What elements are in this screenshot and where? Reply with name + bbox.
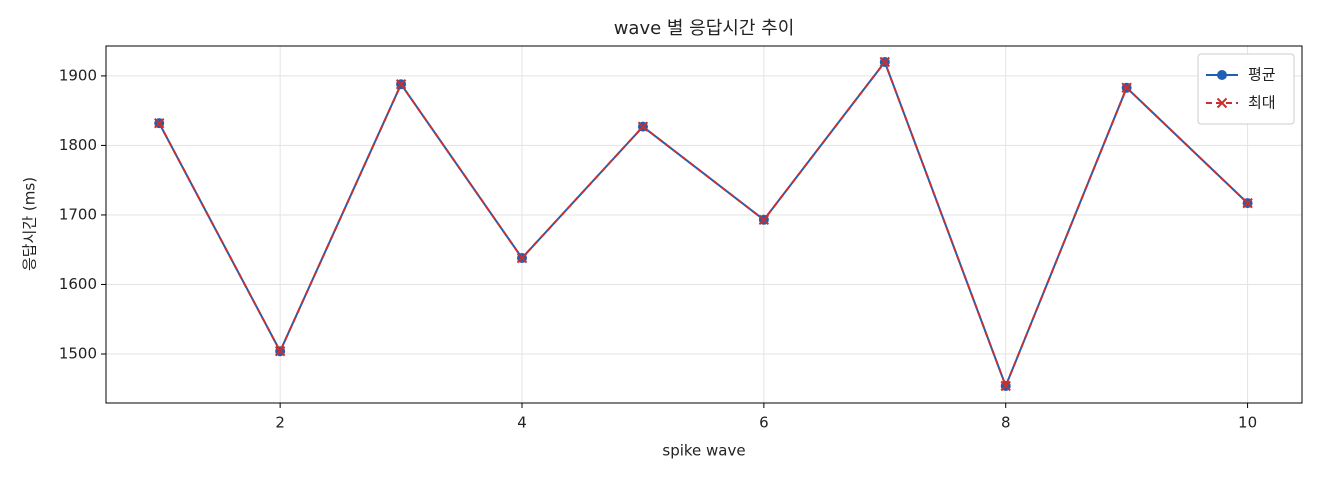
point bbox=[1242, 197, 1253, 209]
point bbox=[154, 117, 165, 129]
point bbox=[879, 56, 890, 68]
point bbox=[758, 214, 770, 226]
plot-frame bbox=[105, 45, 1303, 404]
point bbox=[637, 121, 649, 132]
point bbox=[1121, 82, 1132, 93]
y-tick-label: 1800 bbox=[59, 136, 97, 154]
point bbox=[395, 79, 407, 90]
point bbox=[1000, 380, 1011, 392]
x-axis-label: spike wave bbox=[662, 442, 745, 460]
y-axis-label: 응답시간 (ms) bbox=[21, 177, 39, 271]
series-line bbox=[158, 59, 1249, 389]
x-tick-label: 4 bbox=[517, 414, 527, 432]
y-tick-label: 1500 bbox=[59, 344, 97, 362]
y-tick-label: 1600 bbox=[59, 275, 97, 293]
legend-label: 평균 bbox=[1248, 66, 1276, 84]
series-line bbox=[158, 59, 1249, 389]
x-tick-label: 8 bbox=[1001, 414, 1011, 432]
point bbox=[274, 345, 286, 357]
x-tick-label: 10 bbox=[1238, 414, 1257, 432]
chart-title: wave 별 응답시간 추이 bbox=[614, 18, 795, 39]
legend-box bbox=[1197, 53, 1295, 125]
y-tick-label: 1700 bbox=[59, 205, 97, 223]
legend-marker bbox=[1216, 97, 1228, 109]
x-tick-label: 2 bbox=[275, 414, 285, 432]
legend-label: 최대 bbox=[1248, 94, 1276, 112]
legend-marker bbox=[1217, 70, 1227, 80]
point bbox=[516, 252, 528, 264]
y-tick-label: 1900 bbox=[59, 66, 97, 84]
x-tick-label: 6 bbox=[759, 414, 769, 432]
